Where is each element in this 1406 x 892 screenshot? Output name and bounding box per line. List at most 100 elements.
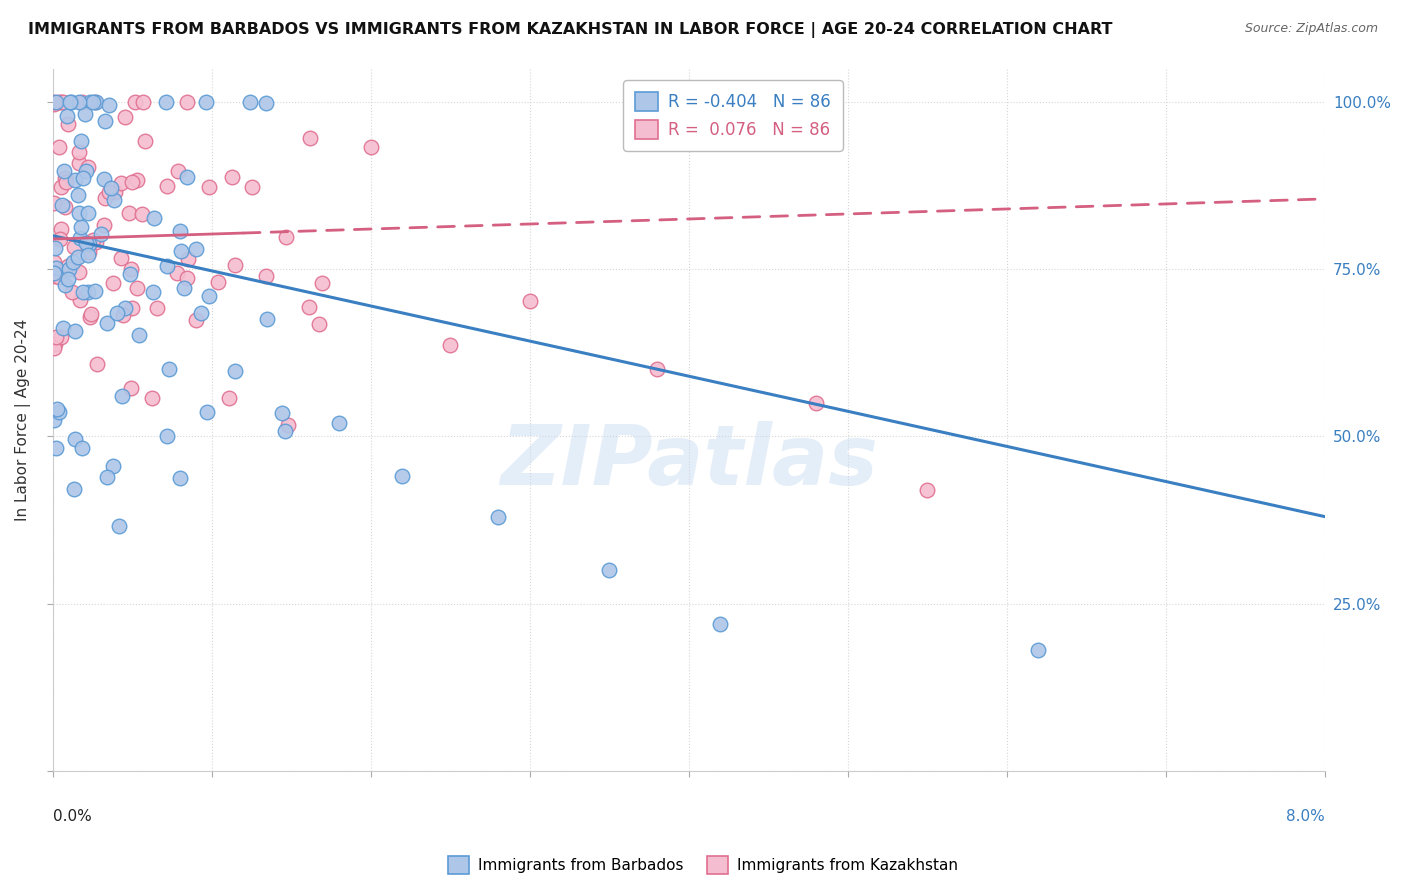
Point [709, 616, 731, 631]
Point [177, 252, 200, 267]
Point [107, 518, 129, 533]
Point [256, 312, 278, 326]
Point [79, 310, 101, 324]
Point [44, 241, 66, 255]
Point [159, 361, 181, 376]
Point [93, 218, 115, 232]
Point [72, 171, 94, 186]
Legend: R = -0.404   N = 86, R =  0.076   N = 86: R = -0.404 N = 86, R = 0.076 N = 86 [623, 80, 842, 151]
Point [110, 251, 132, 265]
Point [84, 95, 107, 109]
Point [198, 180, 221, 194]
Point [44, 336, 66, 351]
Point [89, 227, 111, 241]
Point [73, 106, 96, 120]
Point [439, 338, 461, 352]
Point [184, 242, 207, 256]
Point [69, 231, 91, 245]
Point [194, 95, 217, 109]
Point [128, 327, 150, 342]
Point [176, 169, 198, 184]
Point [221, 169, 243, 184]
Point [84, 95, 107, 110]
Point [176, 95, 198, 109]
Point [77, 245, 100, 260]
Point [53, 164, 76, 178]
Point [391, 469, 413, 483]
Point [101, 459, 124, 474]
Point [218, 391, 240, 405]
Point [49, 232, 72, 246]
Point [96, 316, 118, 330]
Point [198, 289, 221, 303]
Point [224, 364, 246, 378]
Point [121, 301, 143, 315]
Point [58, 117, 80, 131]
Point [98, 97, 121, 112]
Point [114, 111, 136, 125]
Point [56, 110, 79, 124]
Point [60, 285, 83, 299]
Point [51, 180, 73, 194]
Point [42, 96, 65, 111]
Point [77, 285, 100, 300]
Text: ZIPatlas: ZIPatlas [499, 421, 877, 502]
Point [142, 285, 165, 299]
Point [75, 163, 97, 178]
Point [111, 389, 134, 403]
Point [45, 260, 67, 275]
Point [67, 155, 90, 169]
Point [44, 269, 66, 284]
Point [131, 207, 153, 221]
Point [84, 285, 107, 299]
Point [58, 261, 80, 276]
Point [63, 482, 86, 496]
Point [53, 200, 76, 214]
Point [76, 206, 98, 220]
Point [127, 281, 149, 295]
Point [48, 140, 70, 154]
Text: IMMIGRANTS FROM BARBADOS VS IMMIGRANTS FROM KAZAKHSTAN IN LABOR FORCE | AGE 20-2: IMMIGRANTS FROM BARBADOS VS IMMIGRANTS F… [28, 22, 1112, 38]
Point [51, 330, 73, 344]
Point [77, 160, 100, 174]
Point [63, 324, 86, 338]
Point [44, 264, 66, 278]
Point [166, 266, 188, 280]
Point [67, 250, 90, 264]
Point [49, 221, 72, 235]
Point [67, 95, 90, 109]
Point [69, 293, 91, 308]
Point [121, 175, 143, 189]
Point [271, 406, 294, 420]
Point [120, 381, 142, 395]
Point [276, 230, 298, 244]
Point [299, 131, 322, 145]
Point [120, 261, 142, 276]
Point [311, 276, 333, 290]
Point [173, 281, 195, 295]
Point [51, 95, 73, 109]
Point [70, 441, 93, 455]
Point [254, 269, 277, 284]
Point [94, 114, 117, 128]
Point [111, 308, 134, 322]
Point [176, 271, 198, 285]
Point [98, 185, 121, 199]
Point [110, 177, 132, 191]
Point [52, 95, 75, 109]
Point [70, 95, 93, 109]
Point [186, 313, 208, 327]
Point [93, 190, 115, 204]
Point [79, 236, 101, 251]
Point [104, 185, 127, 199]
Point [53, 278, 76, 293]
Point [155, 95, 177, 109]
Point [46, 402, 69, 417]
Point [86, 357, 108, 371]
Point [65, 173, 87, 187]
Point [486, 509, 509, 524]
Point [308, 317, 330, 331]
Point [62, 255, 84, 269]
Point [195, 405, 218, 419]
Point [169, 224, 191, 238]
